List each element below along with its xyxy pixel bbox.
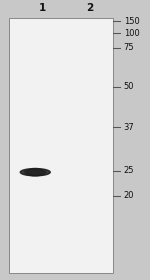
Text: 20: 20: [124, 192, 134, 200]
Text: 37: 37: [124, 123, 135, 132]
Text: 75: 75: [124, 43, 134, 52]
Ellipse shape: [25, 169, 46, 176]
Text: 100: 100: [124, 29, 140, 38]
Ellipse shape: [28, 169, 43, 176]
Text: 25: 25: [124, 166, 134, 175]
Text: 150: 150: [124, 17, 140, 25]
Text: 50: 50: [124, 82, 134, 91]
Text: 2: 2: [86, 3, 94, 13]
Text: 1: 1: [38, 3, 46, 13]
FancyBboxPatch shape: [9, 18, 113, 273]
Ellipse shape: [20, 169, 50, 176]
